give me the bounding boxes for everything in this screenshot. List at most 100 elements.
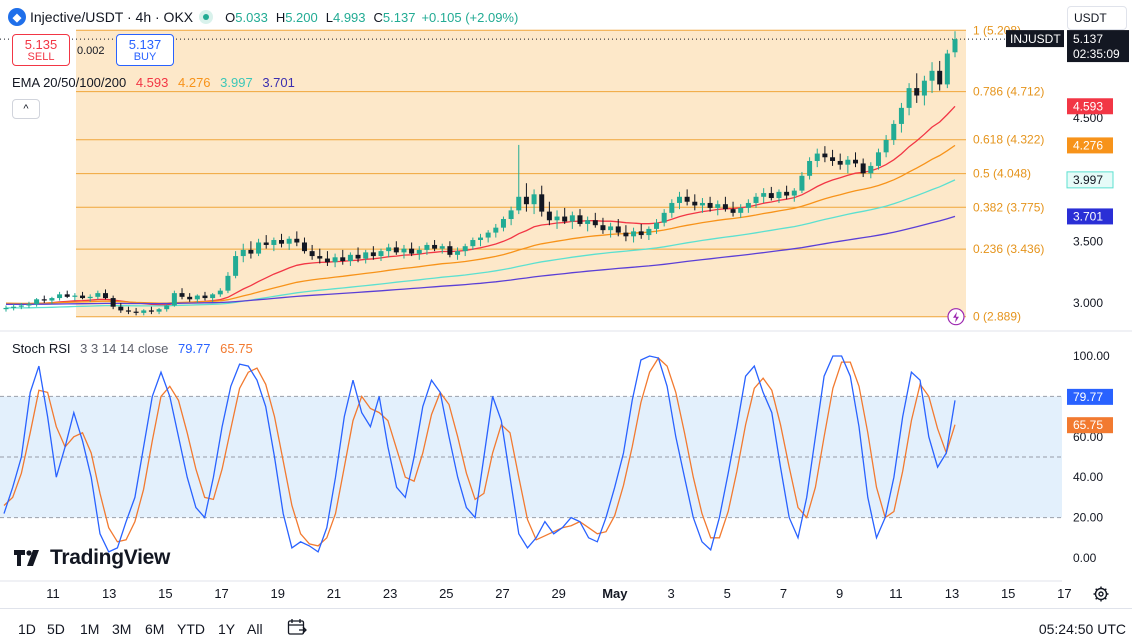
candle-body	[95, 293, 101, 297]
candle-body	[921, 80, 927, 96]
candle-body	[715, 204, 721, 208]
candle-body	[110, 298, 116, 307]
candle-body	[493, 227, 499, 233]
ema20-line	[5, 105, 956, 306]
stoch-axis-tick: 100.00	[1073, 349, 1110, 363]
candle-body	[753, 196, 759, 203]
candle-body	[462, 246, 468, 252]
candle-body	[845, 159, 851, 165]
candle-body	[853, 159, 859, 164]
candle-body	[409, 248, 415, 254]
time-axis-tick: 19	[271, 586, 285, 601]
candle-body	[386, 247, 392, 252]
stoch-d-value: 65.75	[220, 341, 253, 356]
utc-clock[interactable]: 05:24:50 UTC	[1038, 621, 1126, 637]
calendar-goto-icon[interactable]	[287, 618, 307, 636]
tradingview-logo[interactable]: TradingView	[14, 546, 170, 570]
candle-body	[508, 210, 514, 220]
ema-label: EMA 20/50/100/200	[12, 75, 127, 90]
range-3m-button[interactable]: 3M	[112, 621, 132, 637]
stoch-k-tag-label: 79.77	[1073, 390, 1103, 404]
ema-legend[interactable]: EMA 20/50/100/200 4.593 4.276 3.997 3.70…	[12, 75, 301, 90]
candle-body	[370, 252, 376, 257]
candle-body	[393, 247, 399, 253]
price-axis-tick: 3.000	[1073, 296, 1103, 310]
candle-body	[194, 295, 200, 300]
buy-label: BUY	[133, 51, 157, 63]
range-6m-button[interactable]: 6M	[145, 621, 165, 637]
range-ytd-button[interactable]: YTD	[177, 621, 205, 637]
candle-body	[569, 215, 575, 222]
candle-body	[485, 232, 491, 238]
stoch-rsi-legend[interactable]: Stoch RSI 3 3 14 14 close 79.77 65.75	[12, 341, 259, 356]
candle-body	[500, 219, 506, 228]
candle-body	[49, 298, 55, 301]
candle-body	[332, 257, 338, 263]
candle-body	[722, 204, 728, 210]
last-price-value: 5.137	[1073, 32, 1103, 46]
tradingview-logo-text: TradingView	[50, 546, 171, 569]
range-5d-button[interactable]: 5D	[47, 621, 65, 637]
range-1y-button[interactable]: 1Y	[218, 621, 236, 637]
candle-body	[676, 196, 682, 203]
candle-body	[187, 296, 193, 300]
open-value: 5.033	[235, 9, 268, 25]
sell-button[interactable]: 5.135 SELL	[12, 34, 70, 66]
symbol-title[interactable]: Injective/USDT · 4h · OKX	[30, 9, 194, 25]
candle-body	[875, 152, 881, 166]
candle-body	[378, 251, 384, 257]
candle-body	[125, 310, 131, 312]
lightning-icon-bolt	[953, 311, 959, 323]
candle-body	[87, 296, 93, 299]
candle-body	[898, 107, 904, 124]
candle-body	[317, 256, 323, 259]
candle-body	[447, 246, 453, 255]
candle-body	[699, 202, 705, 206]
range-1m-button[interactable]: 1M	[80, 621, 100, 637]
candle-body	[761, 193, 767, 197]
candle-body	[324, 258, 330, 263]
gear-icon[interactable]	[1092, 585, 1110, 603]
candle-body	[80, 295, 86, 299]
time-axis-tick: 23	[383, 586, 397, 601]
candle-body	[64, 294, 70, 297]
candle-body	[554, 216, 560, 221]
range-all-button[interactable]: All	[247, 621, 263, 637]
time-axis-tick: 5	[724, 586, 731, 601]
candle-body	[814, 153, 820, 161]
candle-body	[860, 163, 866, 174]
candle-body	[432, 244, 438, 249]
candle-body	[141, 310, 147, 313]
candle-body	[929, 70, 935, 81]
low-value: 4.993	[332, 9, 366, 25]
fib-level-label: 0.618 (4.322)	[973, 133, 1044, 147]
time-axis-tick: 25	[439, 586, 453, 601]
candle-body	[233, 256, 239, 276]
candle-body	[531, 194, 537, 205]
ema-price-tag-label: 4.593	[1073, 99, 1103, 113]
candle-body	[210, 294, 216, 299]
buy-button[interactable]: 5.137 BUY	[116, 34, 174, 66]
candle-body	[72, 295, 78, 297]
range-1d-button[interactable]: 1D	[18, 621, 36, 637]
candle-body	[692, 201, 698, 206]
currency-select[interactable]: USDT	[1067, 6, 1127, 30]
candle-body	[562, 216, 568, 222]
candle-body	[837, 160, 843, 165]
time-axis-tick: 11	[889, 586, 903, 601]
sell-label: SELL	[27, 51, 55, 63]
candle-body	[608, 226, 614, 231]
candle-body	[623, 232, 629, 237]
time-axis-tick: 13	[102, 586, 116, 601]
time-axis-tick: 7	[780, 586, 787, 601]
candle-body	[791, 190, 797, 196]
candle-body	[937, 70, 943, 85]
candle-body	[592, 220, 598, 226]
candle-body	[57, 294, 63, 299]
candle-body	[768, 193, 774, 199]
ema-price-tag	[1067, 98, 1113, 115]
time-axis-tick: 15	[1001, 586, 1015, 601]
collapse-indicators-button[interactable]: ^	[12, 99, 40, 119]
candle-body	[355, 254, 361, 259]
